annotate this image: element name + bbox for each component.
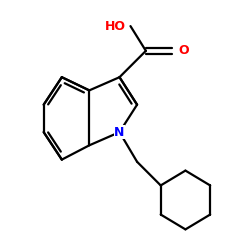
Text: HO: HO [105,20,126,32]
Text: N: N [114,126,125,139]
Text: O: O [178,44,189,57]
